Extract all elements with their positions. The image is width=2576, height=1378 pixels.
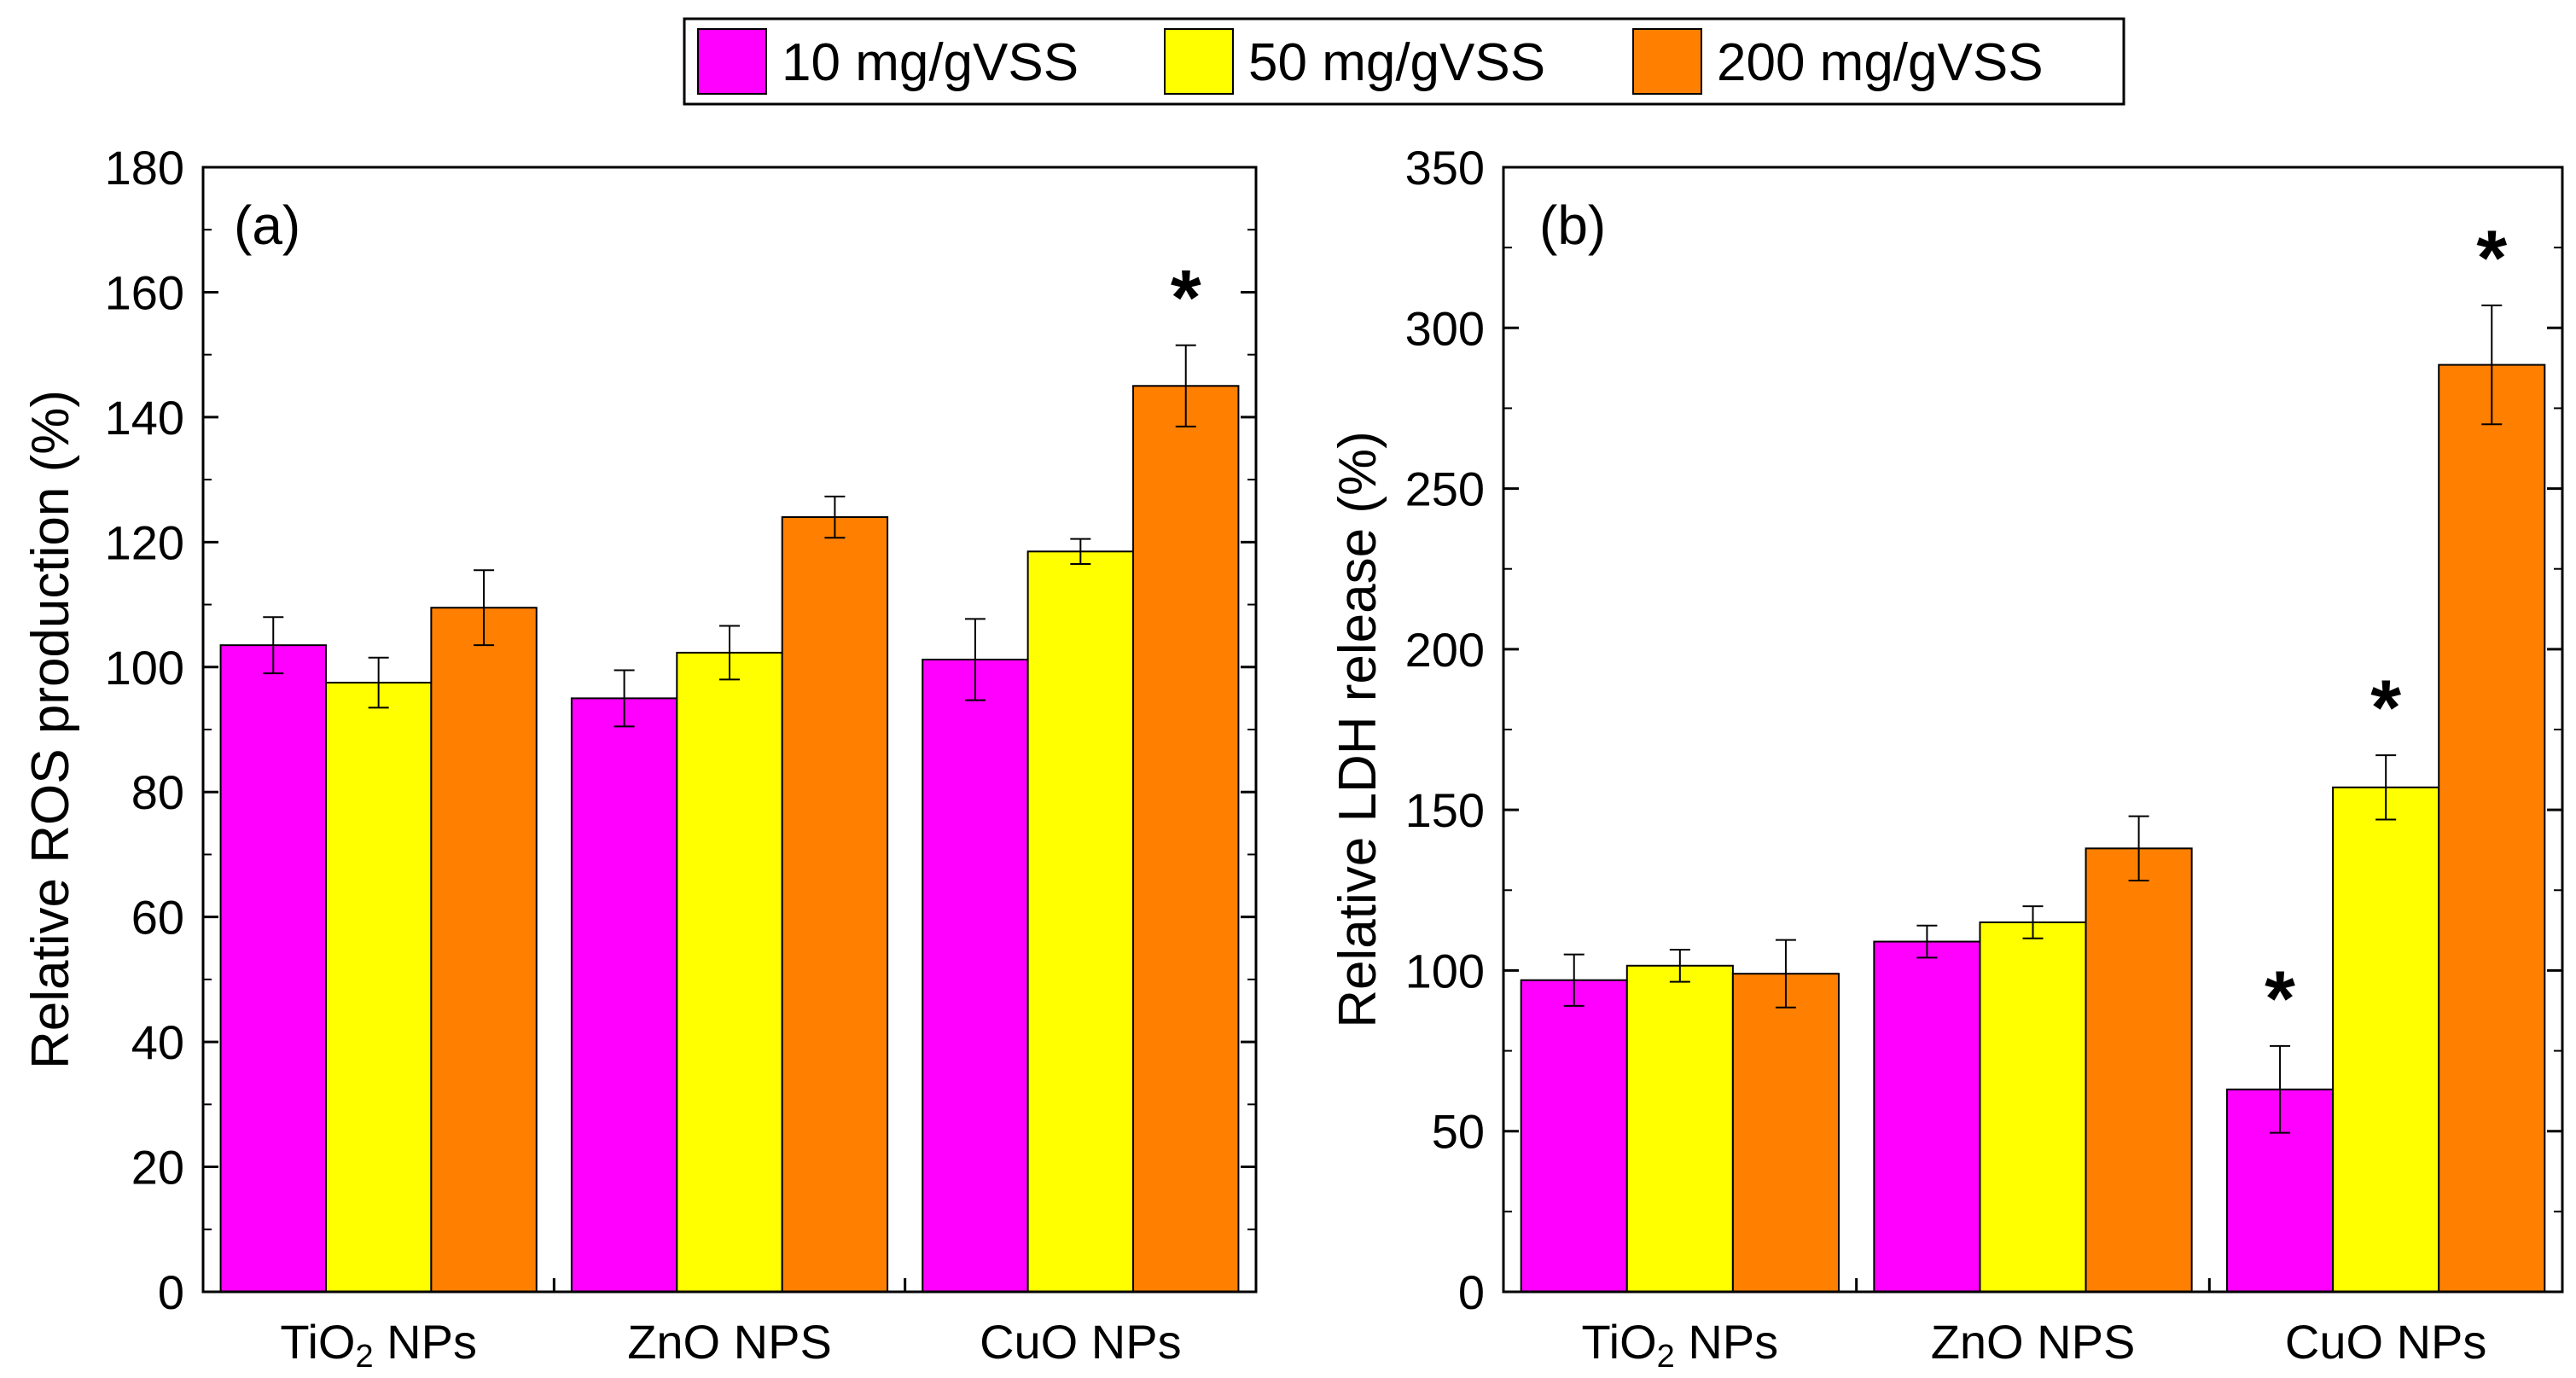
y-axis-title: Relative ROS production (%) xyxy=(21,390,80,1069)
bar xyxy=(781,516,889,1293)
legend-box xyxy=(683,17,2125,106)
x-tick-label-main: TiO xyxy=(1582,1315,1657,1369)
significance-star: * xyxy=(2370,665,2401,752)
x-tick-label: TiO2 NPs xyxy=(1582,1315,1779,1375)
x-tick-label-main: TiO xyxy=(280,1315,355,1369)
y-tick-label: 200 xyxy=(1405,623,1485,677)
panel-label: (a) xyxy=(234,195,300,256)
y-tick-label: 50 xyxy=(1432,1105,1485,1159)
legend: 10 mg/gVSS 50 mg/gVSS 200 mg/gVSS xyxy=(683,17,2125,106)
y-tick-label: 300 xyxy=(1405,301,1485,355)
significance-star: * xyxy=(2265,956,2295,1043)
x-tick-label-main: CuO NPs xyxy=(980,1315,1182,1369)
x-tick-label: ZnO NPS xyxy=(627,1315,832,1369)
y-tick-label: 100 xyxy=(1405,944,1485,997)
x-tick-label: CuO NPs xyxy=(980,1315,1182,1369)
bar xyxy=(219,644,327,1293)
legend-label: 10 mg/gVSS xyxy=(782,33,1079,92)
x-tick-label: ZnO NPS xyxy=(1931,1315,2136,1369)
x-tick-label-main: ZnO NPS xyxy=(627,1315,832,1369)
legend-swatch xyxy=(697,28,767,95)
x-tick-label-main: CuO NPs xyxy=(2285,1315,2487,1369)
y-tick-label: 120 xyxy=(105,515,184,569)
bar xyxy=(430,607,538,1293)
legend-label: 50 mg/gVSS xyxy=(1248,33,1545,92)
bar xyxy=(2332,786,2440,1293)
y-tick-label: 0 xyxy=(158,1265,184,1319)
y-tick-label: 140 xyxy=(105,391,184,445)
bar xyxy=(1026,550,1135,1293)
bar xyxy=(1731,973,1840,1294)
bar xyxy=(1520,979,1628,1293)
bar xyxy=(2438,363,2546,1293)
x-tick-label-subscript: 2 xyxy=(355,1339,373,1375)
y-tick-label: 80 xyxy=(131,765,184,819)
x-tick-label-main: ZnO NPS xyxy=(1931,1315,2136,1369)
panel-a-chart: * 0 20 40 60 80 100 120 140 160 180 TiO2 NPs ZnO NPS… xyxy=(21,141,1258,1375)
significance-star: * xyxy=(1171,255,1201,342)
panel-b-chart: * * * 0 50 100 150 200 250 300 350 TiO2 NPs ZnO NPS C… xyxy=(1329,141,2564,1375)
legend-swatch xyxy=(1632,28,1702,95)
x-tick-label-suffix: NPs xyxy=(374,1315,477,1369)
bar xyxy=(1132,385,1240,1293)
x-tick-label: TiO2 NPs xyxy=(280,1315,477,1375)
y-tick-label: 150 xyxy=(1405,783,1485,837)
bar xyxy=(922,658,1029,1293)
bar xyxy=(2085,847,2193,1293)
bar xyxy=(1625,964,1734,1294)
bar xyxy=(1873,940,1981,1293)
bar xyxy=(676,651,783,1293)
y-tick-label: 180 xyxy=(105,141,184,195)
y-tick-label: 350 xyxy=(1405,141,1485,195)
y-axis-title: Relative LDH release (%) xyxy=(1329,431,1387,1027)
y-tick-label: 60 xyxy=(131,891,184,945)
x-tick-label: CuO NPs xyxy=(2285,1315,2487,1369)
x-tick-label-suffix: NPs xyxy=(1675,1315,1778,1369)
y-tick-label: 250 xyxy=(1405,462,1485,516)
y-tick-label: 20 xyxy=(131,1141,184,1195)
significance-star: * xyxy=(2476,215,2507,302)
legend-swatch xyxy=(1164,28,1234,95)
y-tick-label: 40 xyxy=(131,1015,184,1069)
y-tick-label: 0 xyxy=(1458,1265,1485,1319)
bar xyxy=(324,682,433,1293)
y-tick-label: 100 xyxy=(105,641,184,695)
bar xyxy=(1979,921,2087,1293)
legend-label: 200 mg/gVSS xyxy=(1717,33,2044,92)
panel-label: (b) xyxy=(1539,195,1606,256)
y-tick-label: 160 xyxy=(105,265,184,319)
bar xyxy=(570,697,678,1293)
x-tick-label-subscript: 2 xyxy=(1657,1339,1675,1375)
